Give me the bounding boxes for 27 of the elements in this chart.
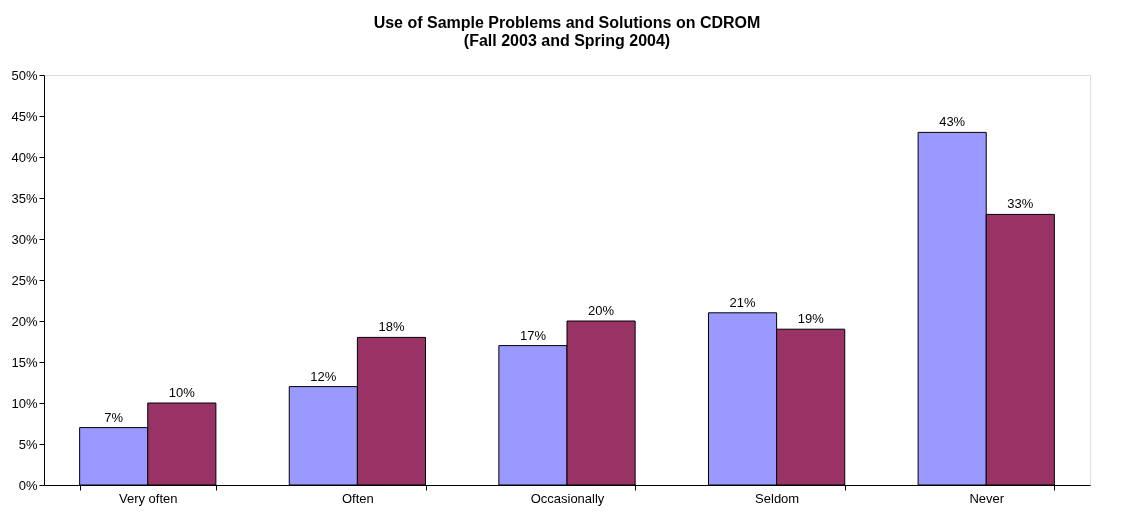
y-tick-label: 0%	[18, 477, 38, 493]
y-tick-label: 15%	[11, 354, 38, 370]
y-tick-label: 30%	[11, 231, 38, 247]
data-label: 10%	[168, 385, 196, 400]
data-label: 17%	[519, 327, 547, 343]
y-tick-label: 20%	[11, 313, 38, 329]
y-tick-label: 10%	[11, 395, 38, 411]
x-tick-label: Very often	[118, 490, 178, 506]
y-tick-label: 50%	[11, 67, 38, 83]
chart-title: Use of Sample Problems and Solutions on CDROM (Fall 2003 and Spring 2004)	[373, 14, 761, 49]
x-tick-label: Seldom	[755, 490, 800, 506]
data-label: 18%	[378, 319, 405, 335]
y-tick-label: 5%	[18, 436, 38, 452]
data-label: 43%	[939, 114, 966, 130]
y-tick-label: 35%	[11, 190, 38, 206]
data-label: 33%	[1007, 196, 1034, 212]
data-label: 21%	[729, 294, 756, 310]
x-tick-label: Occasionally	[530, 490, 605, 506]
y-tick-label: 45%	[11, 108, 38, 124]
x-tick-label: Never	[969, 490, 1005, 506]
data-label: 12%	[310, 368, 337, 384]
data-label: 20%	[588, 303, 615, 318]
data-label: 19%	[797, 311, 825, 327]
y-tick-label: 25%	[11, 272, 38, 288]
y-tick-label: 40%	[11, 149, 38, 165]
data-label: 7%	[104, 409, 124, 425]
x-tick-label: Often	[341, 490, 374, 506]
